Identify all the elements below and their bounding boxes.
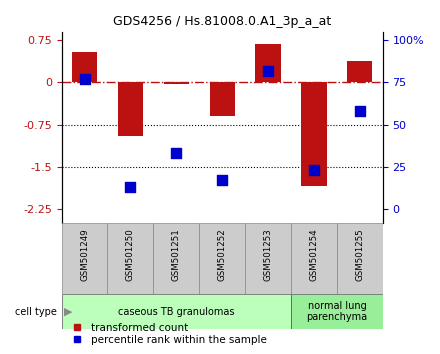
Text: cell type: cell type [15, 307, 57, 316]
Point [219, 177, 226, 183]
Text: GSM501250: GSM501250 [126, 229, 135, 281]
Bar [164, 82, 189, 84]
Bar [154, 223, 199, 294]
Point [173, 150, 180, 156]
Bar [62, 294, 291, 329]
Text: GSM501251: GSM501251 [172, 229, 181, 281]
Bar [291, 223, 337, 294]
Text: GSM501249: GSM501249 [80, 229, 89, 281]
Bar [72, 52, 97, 82]
Bar [245, 223, 291, 294]
Bar [337, 223, 383, 294]
Text: caseous TB granulomas: caseous TB granulomas [118, 307, 235, 316]
Point [81, 76, 88, 82]
Bar [62, 223, 107, 294]
Text: ▶: ▶ [64, 307, 72, 316]
Point [127, 184, 134, 190]
Bar [256, 44, 281, 82]
Bar [199, 223, 245, 294]
Title: GDS4256 / Hs.81008.0.A1_3p_a_at: GDS4256 / Hs.81008.0.A1_3p_a_at [113, 15, 331, 28]
Point [264, 68, 271, 74]
Bar [347, 61, 373, 82]
Legend: transformed count, percentile rank within the sample: transformed count, percentile rank withi… [62, 318, 271, 349]
Bar [107, 223, 154, 294]
Bar [118, 82, 143, 136]
Bar [209, 82, 235, 116]
Point [356, 108, 363, 114]
Point [311, 167, 318, 173]
Text: GSM501255: GSM501255 [356, 229, 364, 281]
Text: GSM501252: GSM501252 [218, 229, 227, 281]
Text: GSM501253: GSM501253 [264, 229, 273, 281]
Bar [291, 294, 383, 329]
Text: normal lung
parenchyma: normal lung parenchyma [306, 301, 367, 322]
Text: GSM501254: GSM501254 [309, 229, 319, 281]
Bar [301, 82, 326, 187]
